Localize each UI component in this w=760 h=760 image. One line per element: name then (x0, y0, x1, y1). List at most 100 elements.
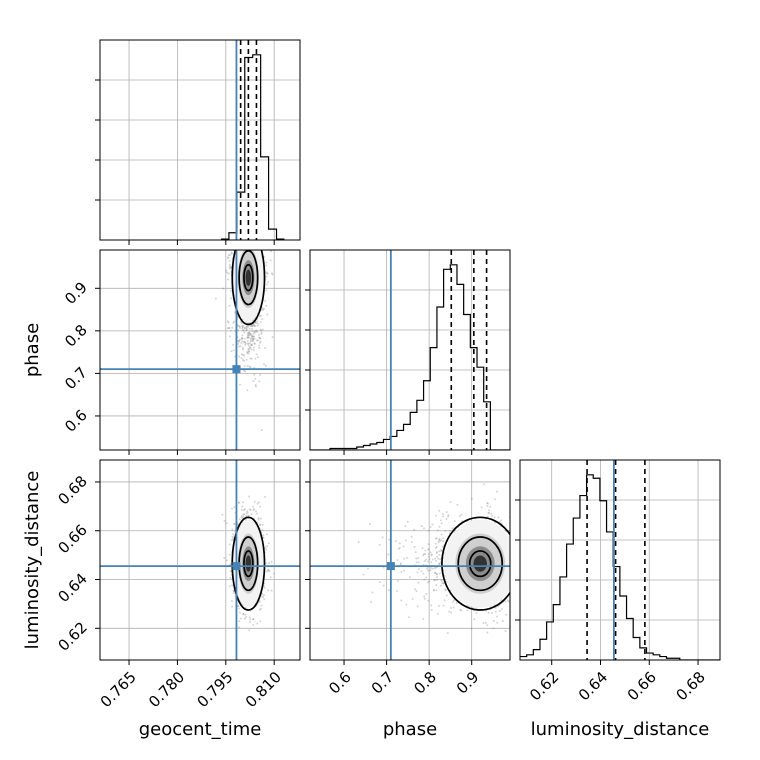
sample-point (511, 483, 513, 485)
sample-point (487, 511, 490, 514)
sample-point (253, 330, 256, 333)
sample-point (260, 595, 263, 598)
sample-point (243, 326, 246, 329)
sample-point (254, 385, 257, 388)
sample-point (250, 337, 253, 340)
sample-point (258, 344, 261, 347)
sample-point (245, 514, 248, 517)
sample-point (254, 248, 256, 250)
sample-point (251, 334, 254, 337)
contour-1 (468, 550, 492, 578)
sample-point (261, 593, 264, 596)
sample-point (247, 337, 250, 340)
sample-point (251, 340, 254, 343)
sample-point (246, 336, 249, 339)
sample-point (245, 237, 247, 239)
sample-point (265, 548, 268, 551)
sample-point (453, 520, 456, 523)
sample-point (438, 538, 441, 541)
sample-point (511, 549, 513, 551)
sample-point (439, 549, 442, 552)
sample-point (263, 346, 266, 349)
sample-point (396, 589, 399, 592)
sample-point (424, 552, 427, 555)
sample-point (261, 523, 264, 526)
sample-point (431, 558, 434, 561)
sample-point (438, 550, 441, 553)
sample-point (261, 307, 264, 310)
sample-point (263, 593, 266, 596)
sample-point (249, 225, 251, 227)
sample-point (265, 264, 268, 267)
sample-point (264, 546, 267, 549)
sample-point (268, 562, 271, 565)
sample-point (518, 591, 520, 593)
sample-point (402, 545, 405, 548)
sample-point (246, 339, 249, 342)
sample-point (432, 589, 435, 592)
sample-point (256, 502, 259, 505)
sample-point (243, 508, 246, 511)
sample-point (238, 607, 241, 610)
sample-point (262, 596, 265, 599)
sample-point (248, 334, 251, 337)
sample-point (417, 557, 420, 560)
sample-point (258, 346, 261, 349)
sample-point (522, 549, 524, 551)
sample-point (241, 326, 244, 329)
sample-point (420, 525, 423, 528)
sample-point (446, 632, 449, 635)
sample-point (245, 329, 248, 332)
sample-point (254, 324, 257, 327)
sample-point (516, 568, 518, 570)
sample-point (270, 560, 273, 563)
sample-point (388, 538, 391, 541)
sample-point (267, 542, 270, 545)
sample-point (448, 529, 451, 532)
sample-point (232, 533, 235, 536)
sample-point (514, 567, 516, 569)
sample-point (524, 555, 526, 557)
sample-point (228, 254, 231, 257)
sample-point (247, 342, 250, 345)
sample-point (251, 343, 254, 346)
sample-point (245, 325, 248, 328)
contour-3 (231, 516, 266, 611)
sample-point (427, 581, 430, 584)
sample-point (240, 357, 243, 360)
sample-point (262, 227, 264, 229)
sample-point (247, 352, 250, 355)
sample-point (427, 553, 430, 556)
x-tick-label-geocent_time: 0.780 (145, 668, 188, 711)
contour-2 (457, 536, 504, 592)
sample-point (496, 621, 499, 624)
sample-point (259, 524, 262, 527)
sample-point (529, 543, 531, 545)
sample-point (431, 523, 434, 526)
y-tick-label-phase: 0.7 (61, 364, 91, 394)
sample-point (229, 563, 232, 566)
sample-point (248, 347, 251, 350)
sample-point (438, 540, 441, 543)
sample-point (223, 556, 226, 559)
sample-point (233, 506, 236, 509)
sample-point (441, 582, 444, 585)
sample-point (226, 320, 229, 323)
sample-point (420, 570, 423, 573)
sample-point (230, 507, 233, 510)
sample-point (248, 620, 251, 623)
sample-point (240, 514, 243, 517)
sample-point (257, 517, 260, 520)
sample-point (252, 246, 254, 248)
sample-point (257, 339, 260, 342)
sample-point (423, 527, 426, 530)
sample-point (415, 589, 418, 592)
sample-point (228, 304, 231, 307)
sample-point (264, 495, 267, 498)
sample-point (252, 338, 255, 341)
sample-point (470, 627, 473, 630)
sample-point (423, 560, 426, 563)
sample-point (264, 364, 267, 367)
sample-point (425, 576, 428, 579)
sample-point (267, 589, 270, 592)
